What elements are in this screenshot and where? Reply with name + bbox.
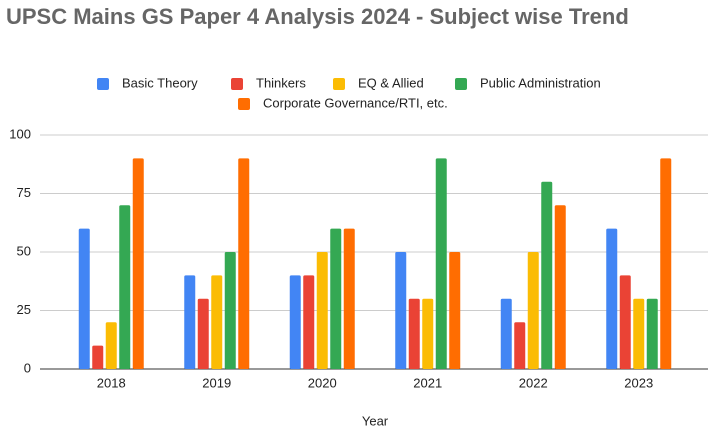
bar — [554, 205, 566, 369]
x-tick-label: 2023 — [624, 375, 653, 390]
y-tick-label: 25 — [17, 302, 31, 317]
bar — [211, 275, 223, 369]
bar — [408, 298, 420, 369]
bar — [184, 275, 196, 369]
y-tick-label: 100 — [9, 126, 31, 141]
bar — [606, 228, 618, 369]
bar — [633, 298, 645, 369]
y-tick-label: 0 — [24, 360, 31, 375]
y-tick-label: 50 — [17, 243, 31, 258]
bar — [343, 228, 355, 369]
legend-label: Basic Theory — [122, 75, 198, 90]
legend-swatch — [455, 78, 467, 90]
bar — [105, 322, 117, 369]
y-tick-label: 75 — [17, 185, 31, 200]
legend-label: EQ & Allied — [358, 75, 424, 90]
bar — [619, 275, 631, 369]
legend-swatch — [97, 78, 109, 90]
bar — [395, 252, 407, 369]
legend-swatch — [231, 78, 243, 90]
legend-swatch — [238, 98, 250, 110]
x-axis-label: Year — [362, 413, 389, 428]
bar — [514, 322, 526, 369]
legend-label: Corporate Governance/RTI, etc. — [263, 95, 448, 110]
bar — [132, 158, 144, 369]
legend-swatch — [333, 78, 345, 90]
x-tick-label: 2020 — [308, 375, 337, 390]
x-tick-label: 2019 — [202, 375, 231, 390]
bar — [660, 158, 672, 369]
bar — [422, 298, 434, 369]
legend-label: Thinkers — [256, 75, 306, 90]
x-tick-label: 2018 — [97, 375, 126, 390]
bar — [316, 252, 328, 369]
bar — [289, 275, 301, 369]
x-tick-label: 2021 — [413, 375, 442, 390]
bar — [646, 298, 658, 369]
bar — [541, 181, 553, 369]
x-tick-label: 2022 — [519, 375, 548, 390]
bar — [92, 345, 104, 369]
chart-title: UPSC Mains GS Paper 4 Analysis 2024 - Su… — [6, 4, 629, 29]
bar — [197, 298, 209, 369]
bar — [119, 205, 131, 369]
bar — [527, 252, 539, 369]
bar — [435, 158, 447, 369]
bar — [500, 298, 512, 369]
bar — [449, 252, 461, 369]
legend-label: Public Administration — [480, 75, 601, 90]
bar — [78, 228, 90, 369]
bar — [224, 252, 236, 369]
bar — [303, 275, 315, 369]
bar — [330, 228, 342, 369]
bar — [238, 158, 250, 369]
